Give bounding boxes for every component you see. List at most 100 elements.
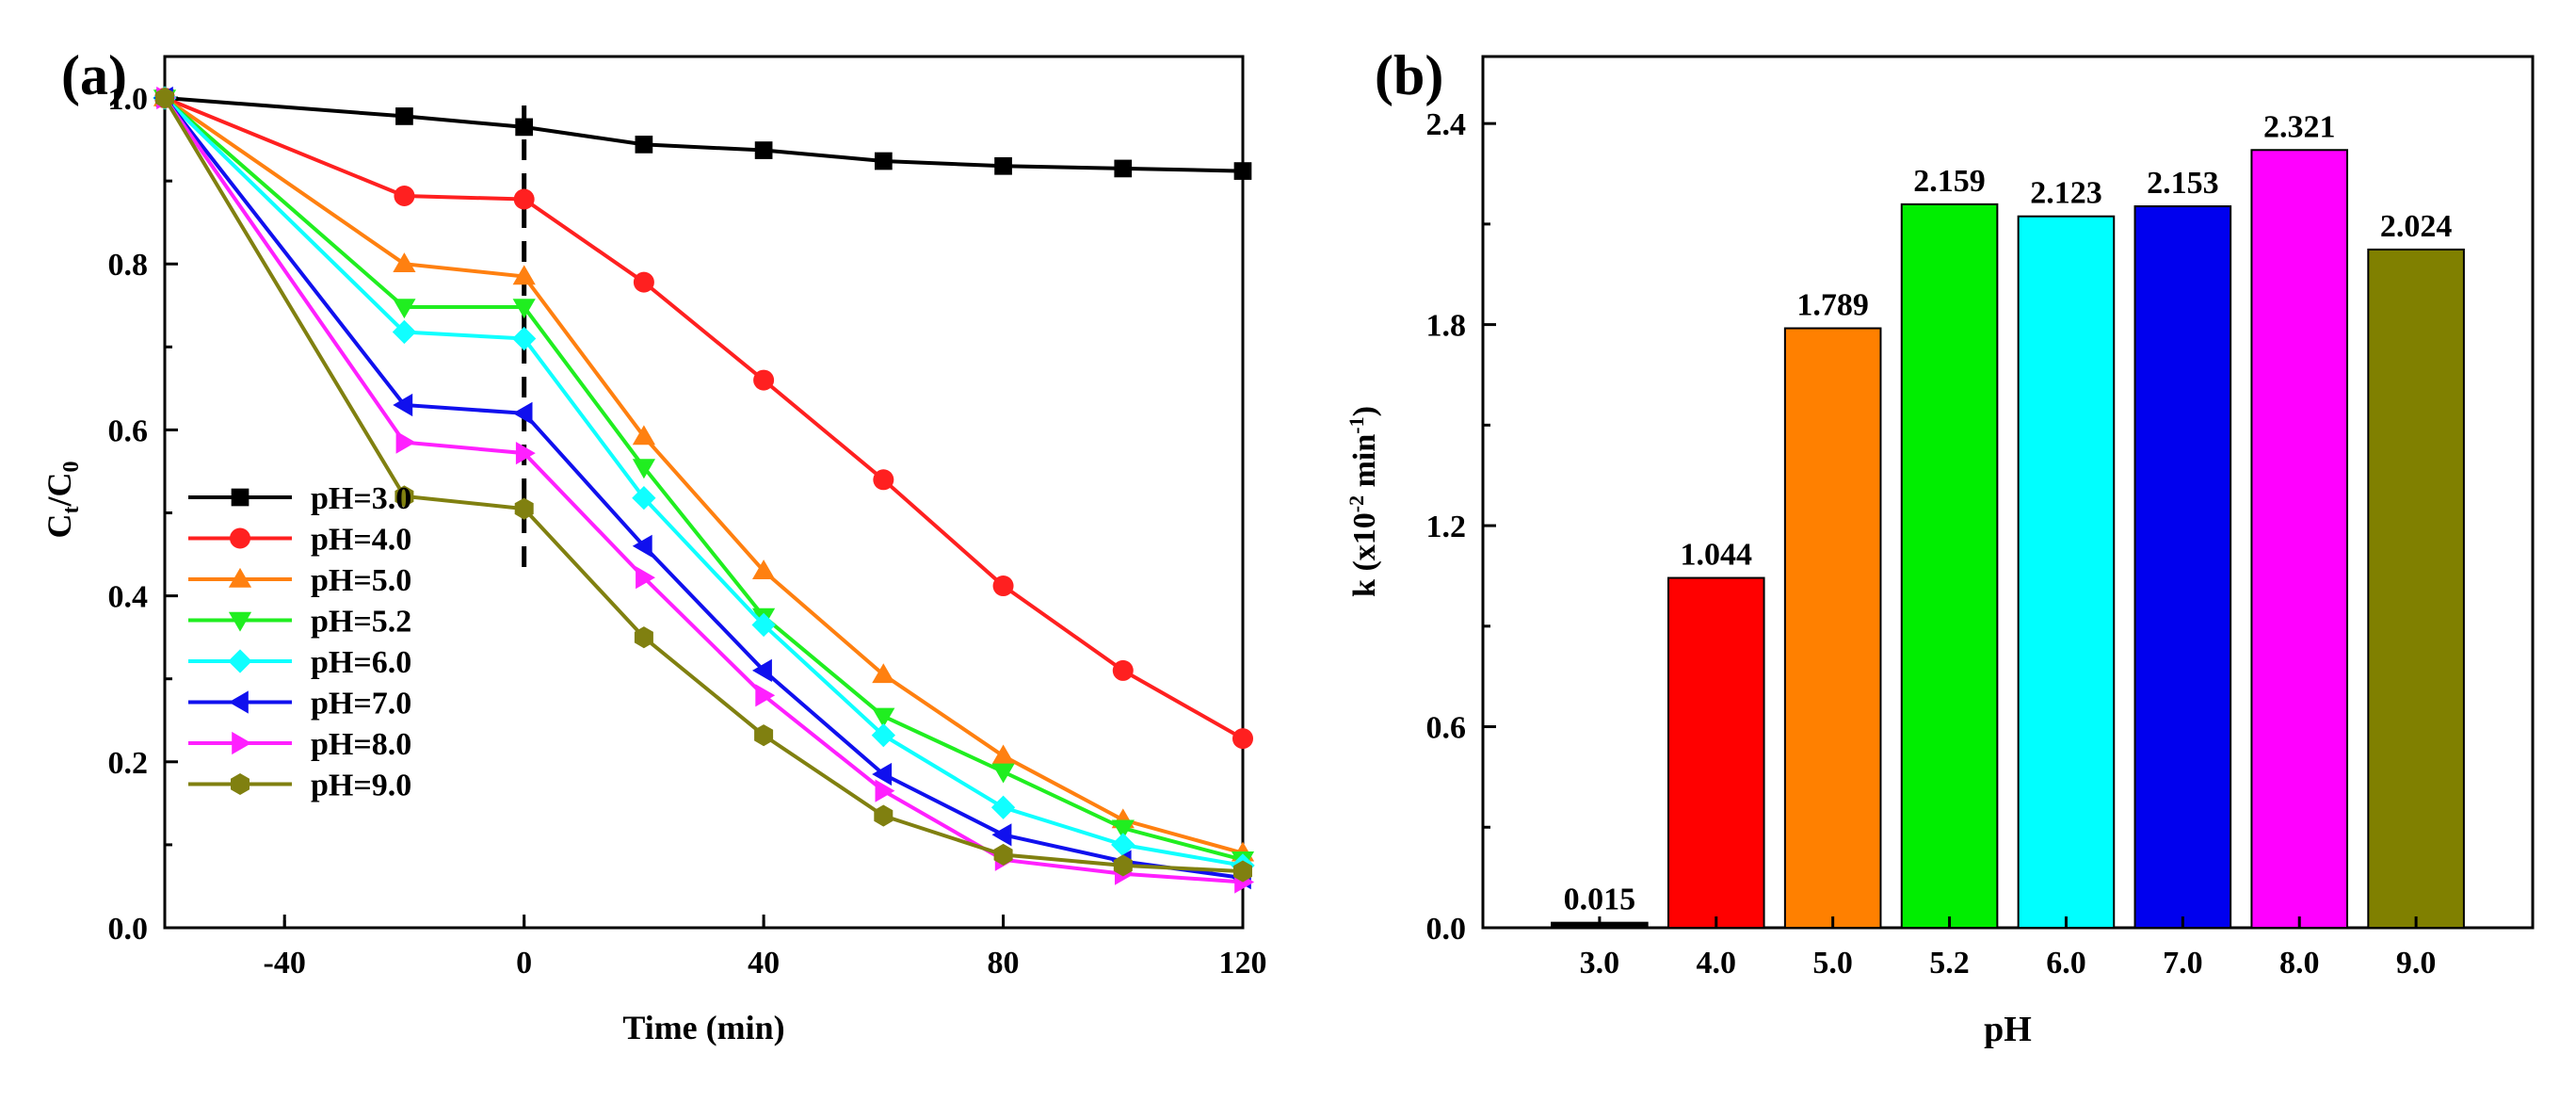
y-axis-title: Ct/C0 <box>40 462 84 539</box>
data-point <box>991 823 1012 847</box>
y-tick-label: 2.4 <box>1426 107 1467 142</box>
legend-label: pH=5.2 <box>311 605 411 640</box>
data-point <box>1114 159 1133 178</box>
data-point <box>754 724 774 747</box>
data-point <box>395 107 413 125</box>
data-point <box>634 626 653 649</box>
series-pH=5.0 <box>153 86 1255 862</box>
bar-pH-5.0 <box>1783 327 1882 929</box>
data-point <box>751 612 776 638</box>
bar-value-label: 0.015 <box>1564 883 1636 917</box>
data-point <box>872 762 893 786</box>
y-tick-label: 0.0 <box>1426 912 1467 947</box>
data-point <box>393 393 413 417</box>
x-tick-label: 8.0 <box>2279 946 2320 980</box>
data-point <box>513 188 535 210</box>
data-point <box>636 566 655 590</box>
bar-value-label: 2.153 <box>2147 166 2219 201</box>
data-point <box>635 136 653 154</box>
series-pH=9.0 <box>155 87 1252 883</box>
data-point <box>394 186 415 206</box>
x-tick-label: 4.0 <box>1697 946 1737 980</box>
bar-value-label: 2.024 <box>2380 209 2453 244</box>
data-point <box>393 299 416 319</box>
panel-label: (a) <box>61 44 127 106</box>
data-point <box>515 442 536 465</box>
data-point <box>990 795 1016 819</box>
panel-a-line-chart: -40 0 40 80 120 0.0 0.2 0.4 0.6 0.8 1.0 pH=3.0 pH=4.… <box>40 44 1267 1046</box>
x-tick-label: 120 <box>1219 946 1267 980</box>
x-tick-label: 0 <box>516 946 532 980</box>
data-point <box>875 779 895 802</box>
x-tick-label: 40 <box>748 946 780 980</box>
data-point <box>515 118 534 137</box>
x-axis-title: pH <box>1984 1010 2032 1049</box>
data-point <box>871 723 895 748</box>
panel-label: (b) <box>1375 44 1443 106</box>
data-point <box>393 252 416 272</box>
legend-marker <box>228 649 252 673</box>
legend: pH=3.0 pH=4.0 pH=5.0 pH=5.2 pH=6.0 pH=7.0 pH=8… <box>188 481 411 803</box>
legend-marker <box>228 611 252 632</box>
series-line <box>164 96 1244 173</box>
x-tick-label: 5.0 <box>1812 946 1853 980</box>
x-tick-label: 7.0 <box>2163 946 2203 980</box>
bar-value-label: 1.044 <box>1681 538 1753 573</box>
data-point <box>633 271 654 293</box>
x-tick-label: 5.2 <box>1929 946 1970 980</box>
x-tick-label: 9.0 <box>2396 946 2437 980</box>
data-point <box>754 141 773 159</box>
y-tick-label: 1.8 <box>1426 309 1467 344</box>
panel-b-bar-chart: 0.0 0.6 1.2 1.8 2.4 0.015 3.0 1.044 4.0 1.789 5.0 2… <box>1344 44 2535 1049</box>
data-point <box>993 843 1013 866</box>
y-tick-label: 0.2 <box>108 746 149 781</box>
data-point <box>632 459 655 479</box>
data-point <box>155 87 174 109</box>
bar-pH-8.0 <box>2250 149 2349 929</box>
data-point <box>872 707 895 728</box>
bar-pH-7.0 <box>2133 205 2232 929</box>
data-point <box>632 425 655 446</box>
legend-label: pH=9.0 <box>311 769 411 803</box>
bar-value-label: 2.321 <box>2263 109 2336 144</box>
bar-pH-5.2 <box>1900 203 1999 929</box>
y-tick-label: 1.0 <box>108 82 149 117</box>
data-point <box>991 763 1015 784</box>
data-point <box>394 485 414 508</box>
data-point <box>395 430 416 454</box>
y-tick-label: 0.4 <box>108 580 149 615</box>
y-tick-label: 0.8 <box>108 248 149 283</box>
data-point <box>392 319 417 345</box>
data-point <box>1112 659 1134 681</box>
bar-pH-4.0 <box>1666 576 1765 929</box>
y-tick-label: 1.2 <box>1426 510 1467 544</box>
legend-label: pH=6.0 <box>311 645 411 680</box>
y-tick-label: 0.6 <box>108 413 149 448</box>
data-point <box>1111 833 1135 857</box>
data-point <box>512 401 533 425</box>
series-line <box>164 96 1244 740</box>
data-point <box>752 559 776 579</box>
bar-value-label: 1.789 <box>1796 288 1869 323</box>
legend-label: pH=4.0 <box>311 523 411 558</box>
data-point <box>514 497 534 520</box>
data-point <box>994 156 1012 175</box>
y-tick-label: 0.0 <box>108 912 149 947</box>
series-pH=3.0 <box>155 89 1252 180</box>
legend-label: pH=7.0 <box>311 687 411 721</box>
data-point <box>874 804 894 827</box>
data-point <box>991 744 1015 765</box>
data-point <box>1232 728 1253 750</box>
legend-label: pH=5.0 <box>311 563 411 598</box>
plot-frame <box>1481 55 2535 930</box>
data-point <box>753 369 775 391</box>
data-point <box>992 575 1014 597</box>
legend-marker <box>231 488 250 507</box>
x-tick-label: 6.0 <box>2046 946 2086 980</box>
data-point <box>1233 162 1252 180</box>
legend-marker <box>228 690 249 714</box>
legend-marker <box>232 731 252 755</box>
data-point <box>755 684 776 707</box>
y-tick-label: 0.6 <box>1426 711 1467 746</box>
